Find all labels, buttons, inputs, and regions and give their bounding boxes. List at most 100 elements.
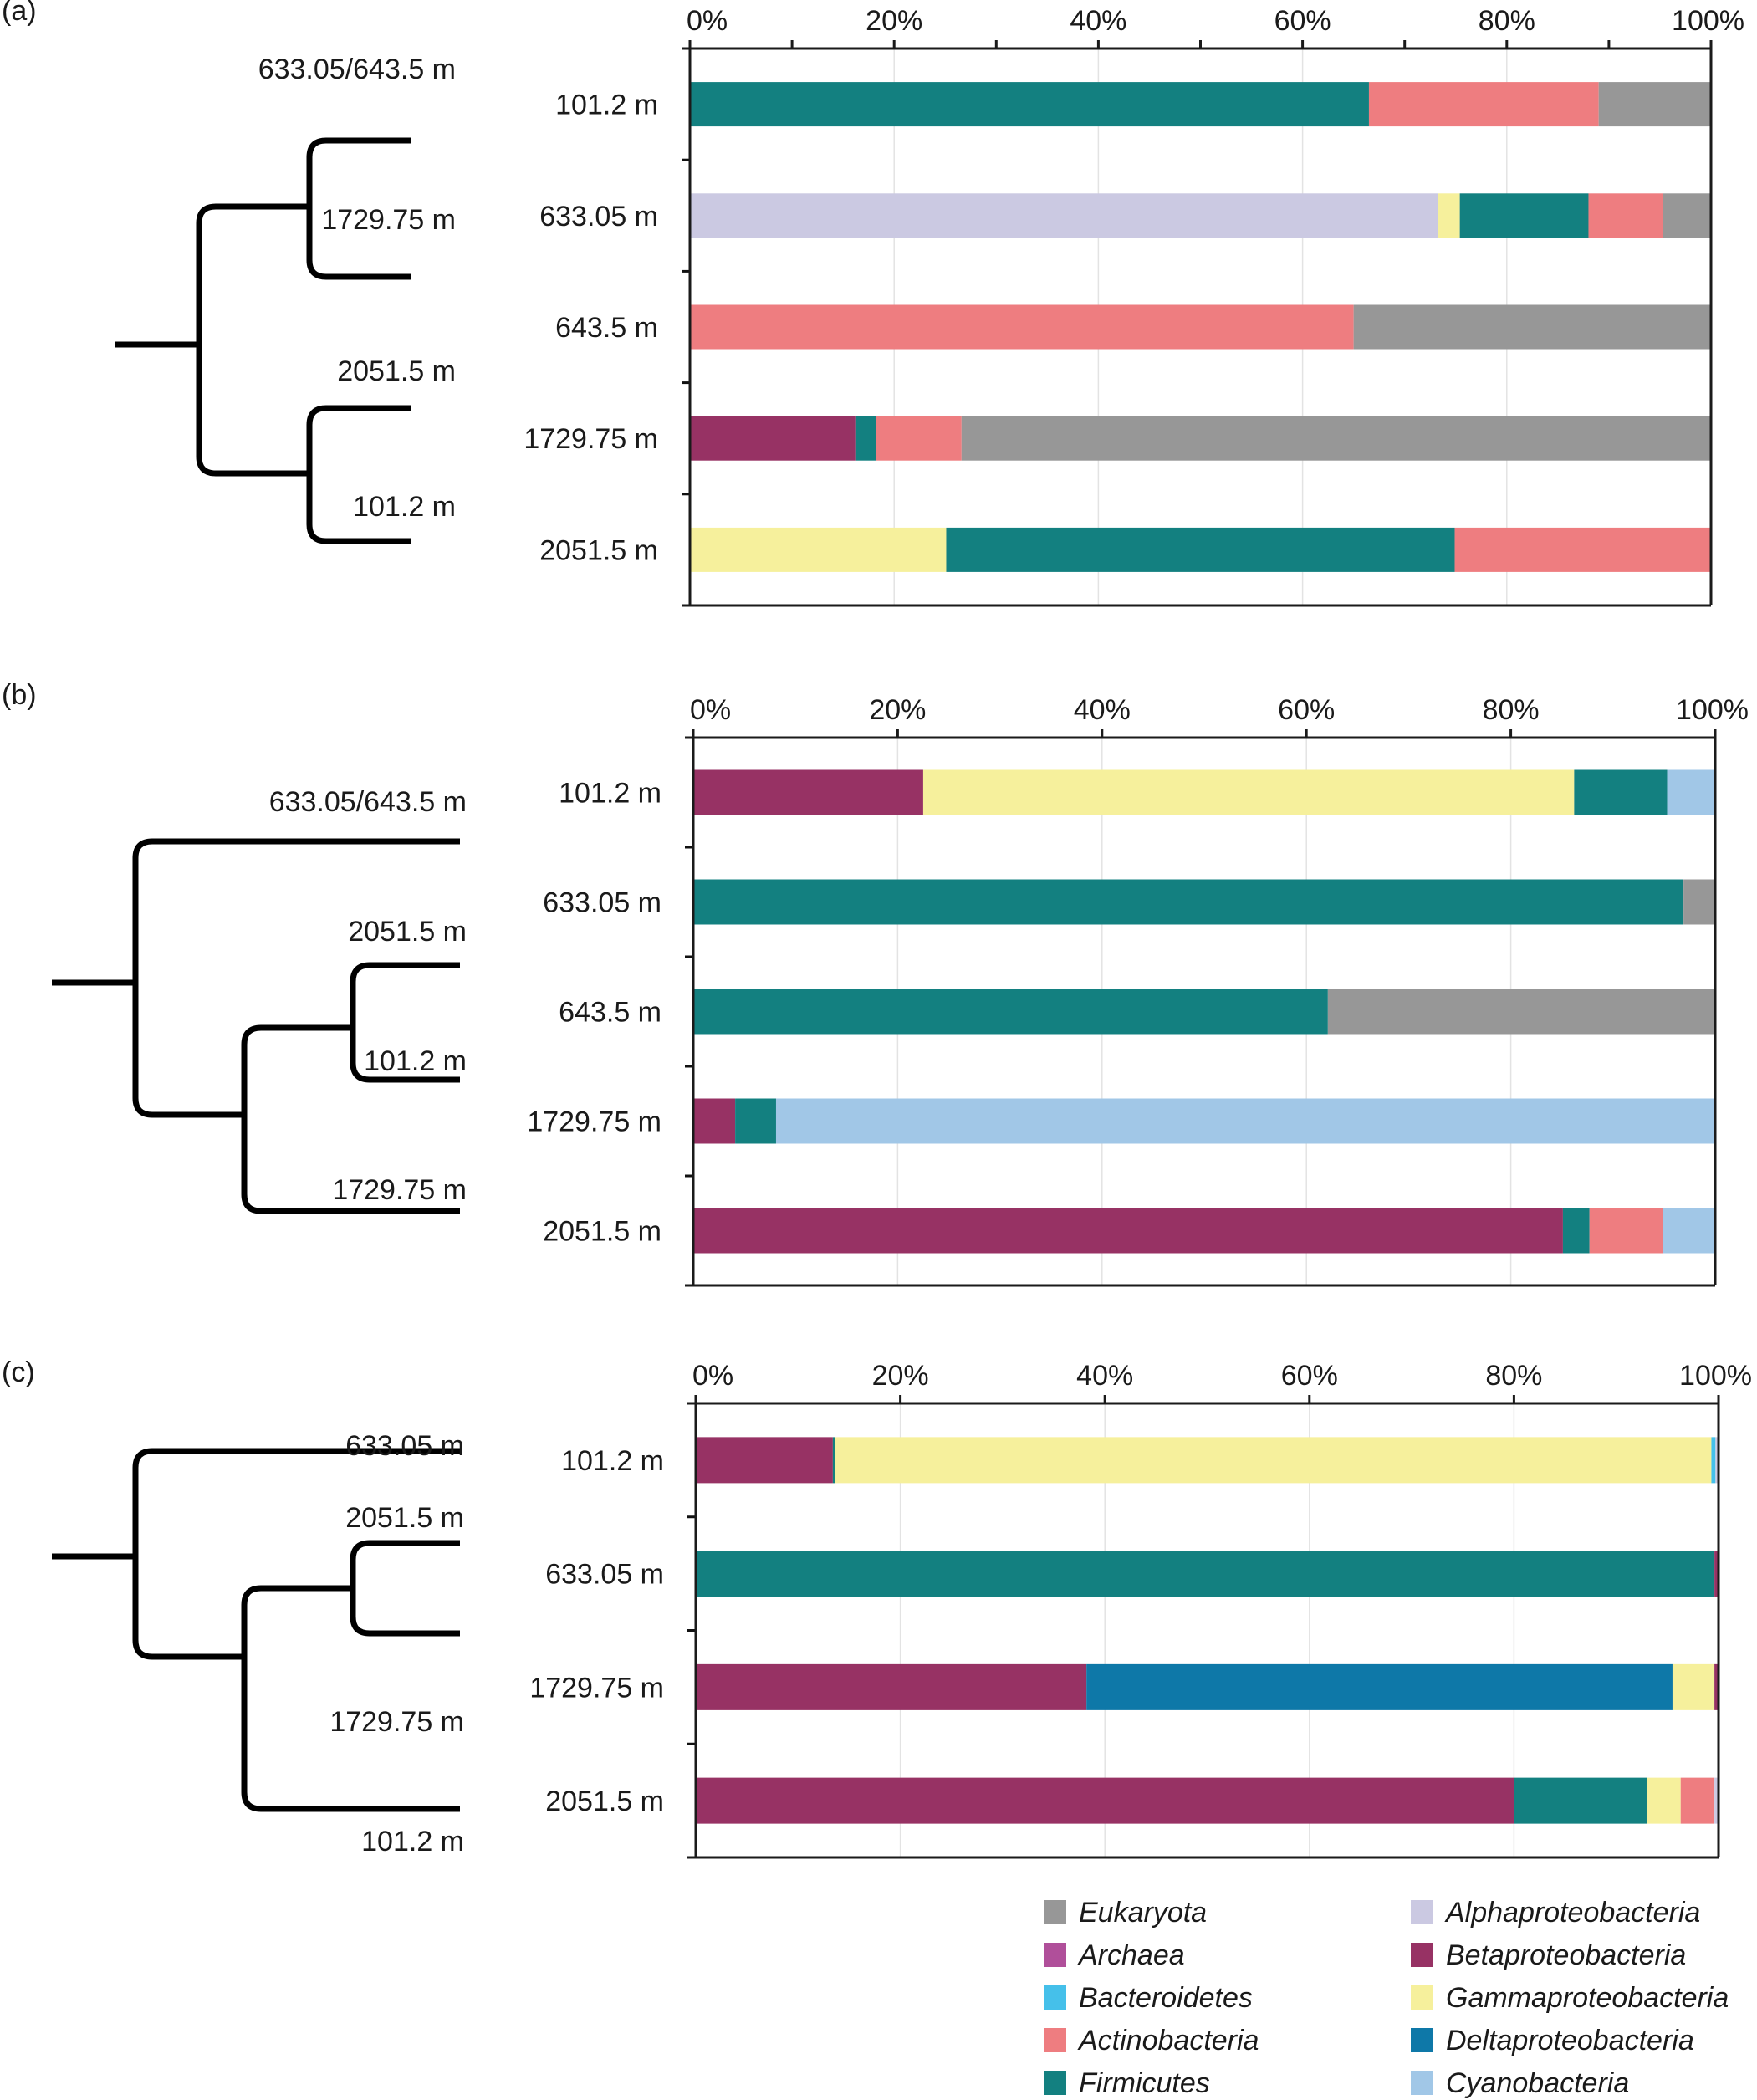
legend-label: Alphaproteobacteria: [1444, 1897, 1700, 1929]
row-label: 1729.75 m: [524, 423, 658, 455]
row-label: 101.2 m: [561, 1445, 664, 1477]
bar-segment-actinobacteria: 1729.75 m – Actinobacteria: 8.4%: [876, 416, 962, 461]
dendro-b-leaf-label: 2051.5 m: [348, 916, 467, 948]
bar-segment-eukaryota: 643.5 m – Eukaryota: 37.9%: [1327, 989, 1715, 1035]
x-tick-label: 20%: [869, 694, 926, 726]
legend-swatch: [1411, 2071, 1433, 2095]
legend-swatch: [1411, 1900, 1433, 1924]
legend-label: Actinobacteria: [1077, 2025, 1259, 2057]
x-tick-label: 100%: [1676, 694, 1749, 726]
bar-segment-firmicutes: 1729.75 m – Firmicutes: 4%: [735, 1098, 776, 1144]
legend-item: Gammaproteobacteria: [1411, 1982, 1729, 2014]
row-label: 643.5 m: [559, 997, 661, 1029]
bar-segment-eukaryota: 633.05 m – Eukaryota: 3.1%: [1683, 879, 1715, 925]
bar-segment-alphaproteobacteria: 633.05 m – Alphaproteobacteria: 73.3%: [690, 193, 1438, 238]
dendro-c-split-1: [132, 1448, 460, 1660]
row-label: 2051.5 m: [545, 1786, 664, 1817]
x-tick-label: 40%: [1070, 5, 1126, 37]
bar-segment-betaproteobacteria: 633.05 m – Betaproteobacteria: 0.4%: [1714, 1551, 1719, 1597]
dendrogram-a: 633.05/643.5 m 1729.75 m 2051.5 m 101.2 …: [115, 54, 456, 544]
bar-segment-cyanobacteria: 2051.5 m – Cyanobacteria: 5.1%: [1663, 1208, 1715, 1254]
dendro-c-leaf-label: 101.2 m: [361, 1826, 464, 1857]
bar-segment-alphaproteobacteria: 2051.5 m – Alphaproteobacteria: 0.4%: [1714, 1777, 1719, 1824]
legend-item: Archaea: [1044, 1939, 1185, 1971]
x-tick-label: 20%: [866, 5, 922, 37]
x-tick-label: 0%: [692, 1360, 733, 1392]
dendro-b-leaf-label: 633.05/643.5 m: [269, 786, 467, 818]
bar-segment-actinobacteria: 2051.5 m – Actinobacteria: 3.3%: [1680, 1777, 1715, 1824]
bar-segment-betaproteobacteria: 101.2 m – Betaproteobacteria: 22.5%: [693, 769, 923, 815]
bar-segment-firmicutes: 101.2 m – Firmicutes: 9.1%: [1574, 769, 1668, 815]
x-tick-label: 60%: [1281, 1360, 1338, 1392]
legend-item: Alphaproteobacteria: [1411, 1897, 1700, 1929]
row-label: 101.2 m: [559, 778, 661, 810]
bar-segment-firmicutes: 633.05 m – Firmicutes: 99.6%: [696, 1551, 1715, 1597]
bar-segment-firmicutes: 101.2 m – Firmicutes: 66.5%: [690, 82, 1369, 127]
stacked-bar-plot-b: 101.2 m – Betaproteobacteria: 22.5%101.2…: [527, 694, 1749, 1287]
bar-segment-eukaryota: 633.05 m – Eukaryota: 4.7%: [1663, 193, 1711, 238]
dendro-b-split-2: [241, 1024, 460, 1214]
x-tick-label: 100%: [1672, 5, 1744, 37]
dendro-b-split-1: [132, 838, 460, 1118]
x-tick-label: 80%: [1479, 5, 1535, 37]
bar-segment-actinobacteria: 2051.5 m – Actinobacteria: 7.2%: [1589, 1208, 1663, 1254]
bar-segment-gammaproteobacteria: 2051.5 m – Gammaproteobacteria: 3.3%: [1647, 1777, 1681, 1824]
dendro-c-clade: [350, 1540, 460, 1637]
dendrogram-b: 633.05/643.5 m 2051.5 m 101.2 m 1729.75 …: [52, 786, 467, 1214]
bar-segment-gammaproteobacteria: 1729.75 m – Gammaproteobacteria: 4.1%: [1672, 1663, 1715, 1710]
x-tick-label: 60%: [1274, 5, 1331, 37]
legend-swatch: [1411, 1943, 1433, 1967]
dendro-a-split-1: [196, 203, 309, 477]
dendro-b-leaf-label: 101.2 m: [364, 1045, 467, 1077]
legend-item: Deltaproteobacteria: [1411, 2025, 1694, 2057]
panel-b: (b) 633.05/643.5 m 2051.5 m 101.2 m 1729…: [2, 679, 1749, 1287]
bar-segment-betaproteobacteria: 2051.5 m – Betaproteobacteria: 85.1%: [693, 1208, 1563, 1254]
bar-segment-gammaproteobacteria: 2051.5 m – Gammaproteobacteria: 25.1%: [690, 527, 947, 572]
bar-segment-eukaryota: 101.2 m – Eukaryota: 11%: [1598, 82, 1711, 127]
bar-segment-firmicutes: 2051.5 m – Firmicutes: 13%: [1514, 1777, 1647, 1824]
dendro-a-leaf-label: 2051.5 m: [337, 355, 456, 387]
row-label: 1729.75 m: [527, 1106, 661, 1138]
bar-segment-cyanobacteria: 1729.75 m – Cyanobacteria: 91.9%: [775, 1098, 1716, 1144]
x-tick-label: 0%: [687, 5, 728, 37]
legend-label: Bacteroidetes: [1079, 1982, 1253, 2014]
bar-segment-actinobacteria: 101.2 m – Actinobacteria: 22.5%: [1368, 82, 1599, 127]
legend-item: Betaproteobacteria: [1411, 1939, 1686, 1971]
row-label: 2051.5 m: [539, 534, 658, 566]
dendro-c-leaf-label: 1729.75 m: [329, 1706, 464, 1738]
dendro-c-leaf-label: 2051.5 m: [345, 1502, 464, 1534]
bar-segment-bacteroidetes: 101.2 m – Bacteroidetes: 0.4%: [1711, 1437, 1716, 1484]
bar-segment-firmicutes: 633.05 m – Firmicutes: 96.9%: [693, 879, 1684, 925]
x-tick-label: 20%: [872, 1360, 929, 1392]
dendro-a-leaf-label: 1729.75 m: [321, 204, 456, 236]
bar-segment-actinobacteria: 633.05 m – Actinobacteria: 7.3%: [1588, 193, 1663, 238]
bar-segment-cyanobacteria: 101.2 m – Cyanobacteria: 4.7%: [1667, 769, 1715, 815]
x-tick-label: 60%: [1278, 694, 1335, 726]
bar-segment-gammaproteobacteria: 633.05 m – Gammaproteobacteria: 2.1%: [1438, 193, 1460, 238]
bar-segment-gammaproteobacteria: 101.2 m – Gammaproteobacteria: 85.7%: [835, 1437, 1712, 1484]
legend-label: Betaproteobacteria: [1446, 1939, 1686, 1971]
bar-segment-firmicutes: 643.5 m – Firmicutes: 62.1%: [693, 989, 1328, 1035]
bar-segment-actinobacteria: 643.5 m – Actinobacteria: 65%: [690, 304, 1354, 350]
dendrogram-c: 633.05 m 2051.5 m 1729.75 m 101.2 m: [52, 1430, 464, 1857]
bar-segment-betaproteobacteria: 2051.5 m – Betaproteobacteria: 80%: [696, 1777, 1514, 1824]
legend-swatch: [1044, 2028, 1066, 2052]
legend-label: Gammaproteobacteria: [1446, 1982, 1729, 2014]
legend-item: Cyanobacteria: [1411, 2067, 1629, 2099]
panel-a: (a) 633.05/643.5 m 1729.75 m 2051.5 m 10…: [2, 0, 1744, 607]
legend-label: Eukaryota: [1079, 1897, 1207, 1929]
bar-segment-gammaproteobacteria: 101.2 m – Gammaproteobacteria: 63.7%: [922, 769, 1575, 815]
bar-segment-alphaproteobacteria: 101.2 m – Alphaproteobacteria: 0.3%: [1715, 1437, 1719, 1484]
legend-label: Deltaproteobacteria: [1446, 2025, 1694, 2057]
dendro-c-split-2: [241, 1585, 460, 1812]
legend-swatch: [1044, 1943, 1066, 1967]
panel-label-a: (a): [2, 0, 37, 27]
legend-swatch: [1411, 2028, 1433, 2052]
dendro-b-clade: [350, 962, 460, 1083]
legend-item: Eukaryota: [1044, 1897, 1207, 1929]
x-tick-label: 100%: [1679, 1360, 1752, 1392]
bar-segment-deltaproteobacteria: 1729.75 m – Deltaproteobacteria: 57.3%: [1086, 1663, 1673, 1710]
legend-label: Cyanobacteria: [1446, 2067, 1629, 2099]
row-label: 2051.5 m: [543, 1216, 661, 1248]
legend-label: Archaea: [1077, 1939, 1185, 1971]
